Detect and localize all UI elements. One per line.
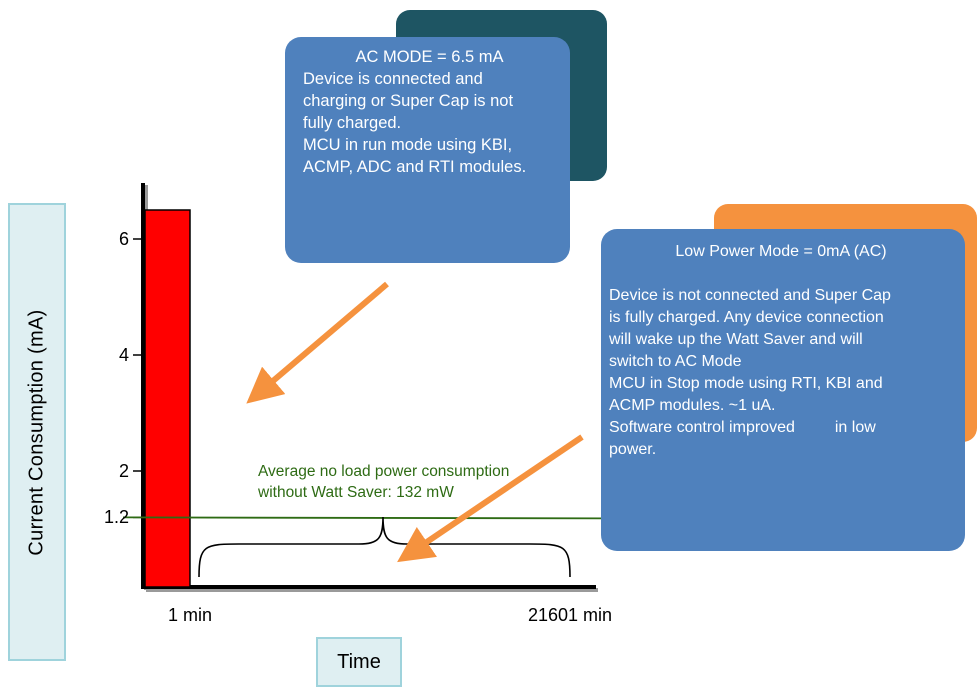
ac-mode-line: charging or Super Cap is not xyxy=(303,92,514,110)
low-power-line: Device is not connected and Super Cap xyxy=(609,287,891,304)
low-power-title: Low Power Mode = 0mA (AC) xyxy=(675,243,887,260)
x-axis-label-box: Time xyxy=(316,637,402,687)
y-tick-label: 2 xyxy=(118,461,129,481)
low-power-line: ACMP modules. ~1 uA. xyxy=(609,397,776,414)
x-tick-label: 21601 min xyxy=(528,605,613,625)
ac-mode-line: AC MODE = 6.5 mA xyxy=(355,48,504,66)
reference-line-label-line: without Watt Saver: 132 mW xyxy=(258,484,454,501)
reference-line-label: Average no load power consumption withou… xyxy=(258,461,509,503)
ac-mode-line: MCU in run mode using KBI, xyxy=(303,136,513,154)
low-power-line: power. xyxy=(609,441,657,458)
y-tick-label: 1.2 xyxy=(103,507,129,528)
ac-mode-callout: AC MODE = 6.5 mA Device is connected and… xyxy=(285,37,570,263)
y-axis-label-box: Current Consumption (mA) xyxy=(8,203,66,661)
reference-line xyxy=(122,516,607,520)
bar-0 xyxy=(144,209,191,588)
low-power-line: MCU in Stop mode using RTI, KBI and xyxy=(609,375,883,392)
y-axis-label: Current Consumption (mA) xyxy=(25,308,48,556)
ac-mode-line: ACMP, ADC and RTI modules. xyxy=(303,158,527,176)
x-axis-label: Time xyxy=(337,650,381,673)
ac-mode-arrow xyxy=(246,281,389,404)
low-power-line: is fully charged. Any device connection xyxy=(609,309,884,326)
reference-line-label-line: Average no load power consumption xyxy=(258,463,510,480)
low-power-line: Software control improved in low xyxy=(609,419,876,436)
low-power-gap xyxy=(609,263,953,285)
ac-mode-line: Device is connected and xyxy=(303,70,483,88)
y-tick-label: 6 xyxy=(118,229,129,249)
ac-mode-line: fully charged. xyxy=(303,114,402,132)
x-tick-label: 1 min xyxy=(168,605,213,625)
low-power-arrow xyxy=(397,434,584,563)
y-tick-label: 4 xyxy=(118,345,129,365)
low-power-line: will wake up the Watt Saver and will xyxy=(609,331,863,348)
low-power-callout: Low Power Mode = 0mA (AC) Device is not … xyxy=(601,229,965,551)
low-power-line: switch to AC Mode xyxy=(609,353,742,370)
time-interval-brace xyxy=(198,516,571,578)
